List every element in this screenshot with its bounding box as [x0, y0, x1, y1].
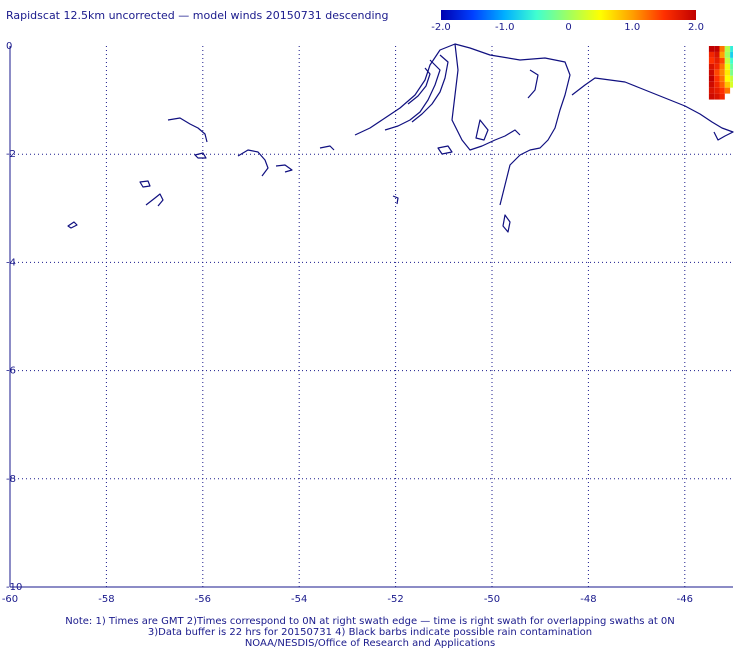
swath-cell: [730, 81, 733, 88]
y-tick-label: -4: [6, 257, 16, 268]
swath-cell: [724, 57, 731, 64]
swath-cell: [708, 57, 715, 64]
colorbar-gradient: [441, 10, 696, 20]
colorbar-tick-label: -2.0: [431, 22, 451, 33]
coastline-segment: [167, 117, 208, 143]
coastline-segment: [527, 69, 539, 99]
swath-cell: [719, 93, 725, 100]
x-tick-label: -48: [580, 594, 596, 605]
y-axis-labels: 0 -2 -4 -6 -8 -10: [6, 41, 22, 593]
swath-cell: [719, 87, 725, 94]
swath-cell: [724, 69, 731, 76]
colorbar-tick-label: 0: [565, 22, 572, 33]
swath-cell: [724, 81, 731, 88]
coastline-segment: [475, 119, 489, 141]
coastline-segment: [145, 193, 164, 207]
swath-cell: [730, 46, 733, 52]
coastline-segment: [437, 145, 453, 155]
note-line: 3)Data buffer is 22 hrs for 20150731 4) …: [147, 627, 593, 638]
x-tick-label: -54: [291, 594, 307, 605]
coastline-segment: [407, 67, 431, 105]
coastline-segment: [354, 43, 571, 206]
swath-cell: [719, 51, 725, 58]
swath-cell: [714, 51, 720, 58]
chart-title: Rapidscat 12.5km uncorrected — model win…: [6, 9, 389, 22]
swath-cell: [708, 69, 715, 76]
colorbar-tick-label: 1.0: [624, 22, 641, 33]
wind-swath: [708, 46, 733, 100]
swath-cell: [730, 69, 733, 76]
map-grid: [9, 46, 733, 588]
coastline-segment: [194, 152, 207, 159]
swath-cell: [719, 69, 725, 76]
x-tick-label: -60: [2, 594, 18, 605]
x-tick-label: -46: [677, 594, 693, 605]
swath-cell: [714, 93, 720, 100]
swath-cell: [708, 46, 715, 52]
coastline-segment: [411, 54, 449, 123]
y-tick-label: -10: [6, 582, 22, 593]
swath-cell: [708, 63, 715, 70]
swath-cell: [719, 46, 725, 52]
colorbar: -2.0 -1.0 0 1.0 2.0: [431, 10, 704, 44]
wind-map: -60 -58 -56 -54 -52 -50 -48 -46 0 -2 -4 …: [2, 41, 734, 605]
swath-cell: [724, 63, 731, 70]
coastline-segment: [319, 145, 335, 151]
swath-cell: [719, 75, 725, 82]
swath-cell: [719, 63, 725, 70]
y-tick-label: -6: [6, 366, 16, 377]
coastline-segment: [139, 180, 151, 188]
swath-cell: [708, 81, 715, 88]
swath-cell: [724, 46, 731, 52]
x-tick-label: -50: [484, 594, 500, 605]
coastline-segment: [571, 77, 734, 141]
coastline-segment: [67, 221, 78, 229]
swath-cell: [714, 57, 720, 64]
swath-cell: [714, 75, 720, 82]
swath-cell: [708, 87, 715, 94]
coastline-segment: [384, 59, 441, 131]
swath-cell: [714, 46, 720, 52]
x-tick-label: -52: [387, 594, 403, 605]
swath-cell: [730, 75, 733, 82]
colorbar-tick-label: 2.0: [688, 22, 704, 33]
swath-cell: [730, 51, 733, 58]
swath-cell: [724, 87, 731, 94]
swath-cell: [719, 57, 725, 64]
x-axis-labels: -60 -58 -56 -54 -52 -50 -48 -46: [2, 594, 693, 605]
swath-cell: [730, 57, 733, 64]
swath-cell: [708, 75, 715, 82]
coastline: [67, 43, 734, 233]
swath-cell: [714, 69, 720, 76]
note-line: NOAA/NESDIS/Office of Research and Appli…: [244, 638, 496, 649]
footer-notes: Note: 1) Times are GMT 2)Times correspon…: [0, 616, 740, 649]
swath-cell: [714, 63, 720, 70]
swath-cell: [724, 75, 731, 82]
coastline-segment: [275, 164, 293, 173]
note-line: Note: 1) Times are GMT 2)Times correspon…: [65, 616, 675, 627]
swath-cell: [719, 81, 725, 88]
swath-cell: [730, 63, 733, 70]
colorbar-tick-label: -1.0: [494, 22, 515, 33]
swath-cell: [708, 51, 715, 58]
y-tick-label: -8: [6, 474, 16, 485]
swath-cell: [708, 93, 715, 100]
y-tick-label: 0: [6, 41, 12, 52]
swath-cell: [724, 51, 731, 58]
x-tick-label: -58: [98, 594, 114, 605]
swath-cell: [714, 81, 720, 88]
coastline-segment: [237, 149, 269, 177]
coastline-segment: [392, 195, 399, 205]
coastline-segment: [451, 43, 521, 151]
coastline-segment: [502, 214, 511, 233]
x-tick-label: -56: [195, 594, 211, 605]
swath-cell: [714, 87, 720, 94]
y-tick-label: -2: [6, 149, 16, 160]
